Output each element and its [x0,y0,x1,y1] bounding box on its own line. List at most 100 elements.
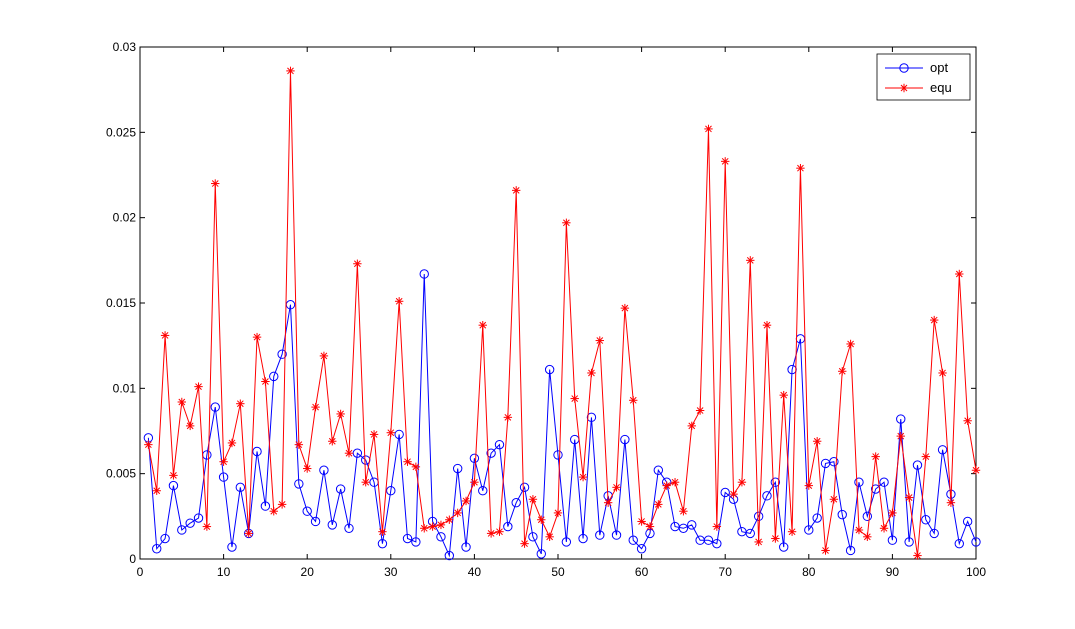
data-point-equ [144,440,153,449]
data-point-opt [335,484,346,494]
data-point-equ [152,486,161,495]
data-point-opt [411,537,421,547]
x-tick-label: 20 [301,565,315,579]
data-point-equ [603,498,613,507]
data-point-equ [762,320,772,330]
data-point-equ [687,421,696,431]
data-point-opt [260,501,271,511]
data-point-equ [562,218,571,227]
data-point-equ [637,517,646,526]
x-tick-label: 50 [551,565,565,579]
data-point-opt [486,448,496,458]
data-point-opt [620,434,630,445]
data-point-equ [704,124,713,134]
data-point-equ [252,332,262,342]
data-point-opt [578,533,588,544]
data-point-equ [177,397,186,407]
data-point-opt [904,537,914,547]
series-line-equ [147,70,977,556]
data-point-opt [745,528,755,539]
data-point-equ [336,409,345,419]
data-point-equ [955,269,964,279]
data-point-opt [879,477,889,487]
data-point-equ [888,508,897,518]
data-point-equ [185,421,195,431]
x-tick-label: 10 [217,565,231,579]
x-tick-label: 30 [384,565,398,579]
x-tick-label: 60 [635,565,649,579]
data-point-opt [168,480,179,491]
data-point-opt [310,516,321,527]
data-point-opt [628,535,638,545]
data-point-opt [712,538,722,549]
data-point-equ [553,508,563,518]
data-point-opt [962,516,973,527]
data-point-opt [595,530,605,540]
data-point-equ [754,537,763,547]
data-point-equ [436,520,446,530]
data-point-opt [327,520,337,530]
data-point-opt [511,497,521,508]
data-point-equ [211,179,220,188]
data-point-equ [453,508,462,518]
data-point-opt [235,482,246,493]
data-point-equ [528,495,538,504]
legend-box [876,53,971,101]
x-tick-label: 0 [137,565,144,579]
legend-label-opt: opt [930,60,948,75]
data-point-equ [645,522,655,531]
data-point-equ [361,478,370,487]
data-point-equ [721,157,730,166]
data-point-equ [202,522,212,531]
legend-asterisk-equ [899,83,909,93]
data-point-equ [411,462,421,472]
data-point-equ [796,163,805,173]
data-point-opt [812,513,822,523]
data-point-equ [311,402,320,412]
data-point-opt [277,349,287,359]
x-tick-label: 40 [468,565,482,579]
data-point-equ [595,336,604,345]
data-point-equ [244,529,253,538]
data-point-equ [930,315,939,325]
data-point-equ [378,527,387,536]
data-point-equ [461,496,471,506]
data-point-equ [871,452,880,461]
data-point-equ [971,466,981,475]
y-tick-label: 0.01 [113,381,137,395]
data-point-opt [553,450,563,460]
data-point-opt [302,506,312,516]
data-point-equ [486,529,496,538]
data-point-equ [863,532,872,542]
data-point-equ [403,457,412,466]
legend-label-equ: equ [930,80,952,95]
data-point-opt [762,491,772,501]
data-point-opt [319,465,329,475]
data-point-equ [913,551,922,560]
data-point-equ [194,382,203,391]
data-point-equ [838,367,847,376]
series-line-opt [147,273,977,558]
data-point-opt [177,525,187,535]
data-point-equ [662,481,671,490]
data-point-opt [561,537,572,547]
data-point-equ [512,186,521,195]
data-point-opt [896,414,906,424]
data-point-equ [369,430,379,439]
data-point-opt [862,511,873,522]
x-tick-label: 90 [886,565,900,579]
y-tick-label: 0.025 [106,125,136,139]
data-point-opt [218,472,229,482]
data-point-equ [227,438,237,448]
data-point-equ [328,437,337,446]
data-point-equ [587,368,596,378]
data-point-equ [654,500,663,509]
data-point-equ [394,297,404,306]
data-point-equ [428,522,437,531]
data-point-equ [921,452,931,461]
data-point-equ [386,428,395,437]
data-point-opt [444,550,455,561]
x-tick-label: 70 [719,565,733,579]
data-point-opt [160,533,170,544]
data-point-opt [227,542,237,552]
